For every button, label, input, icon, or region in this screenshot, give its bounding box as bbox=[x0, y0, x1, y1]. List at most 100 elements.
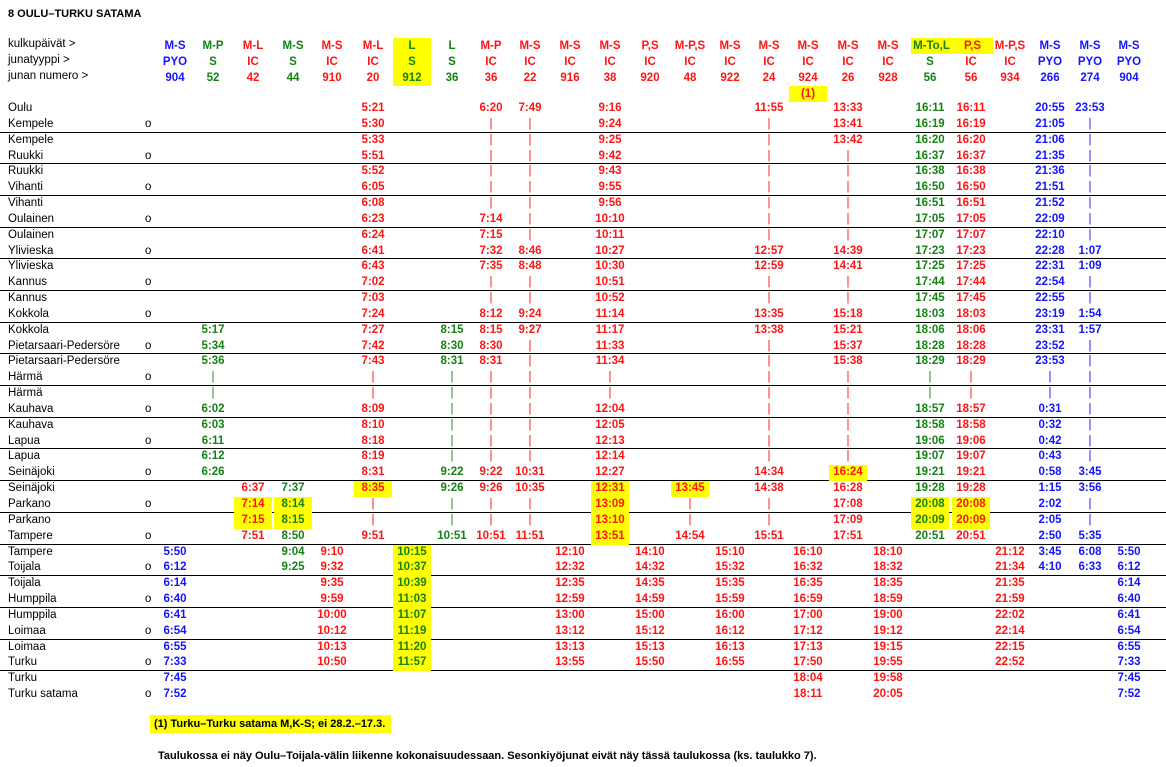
table-row: Kokkola o 7:24 8:12 9:24 11:14 13:35 15:18 18:03… bbox=[0, 307, 1166, 323]
time-cell: 14:54 bbox=[675, 529, 705, 542]
time-cell: 16:19 bbox=[915, 117, 945, 130]
time-cell: 14:34 bbox=[754, 466, 784, 479]
column-type: IC bbox=[247, 56, 259, 68]
days-label: kulkupäivät > bbox=[8, 38, 76, 50]
pass-through-mark: | bbox=[450, 450, 454, 463]
pass-through-mark: | bbox=[1088, 387, 1092, 400]
time-cell: 9:04 bbox=[281, 545, 305, 558]
time-cell: 8:31 bbox=[479, 355, 503, 368]
time-cell: 10:27 bbox=[595, 244, 625, 257]
column-days: M-S bbox=[519, 40, 541, 52]
time-cell: 10:50 bbox=[317, 656, 347, 669]
time-cell: 19:15 bbox=[873, 640, 903, 653]
table-row: Kannus o 7:02 | | 10:51 | | 17:44 17:44 22:54 | bbox=[0, 275, 1166, 292]
column-type: IC bbox=[644, 56, 656, 68]
time-cell: 0:31 bbox=[1038, 402, 1062, 415]
time-cell: 11:55 bbox=[754, 102, 784, 114]
time-cell: 10:35 bbox=[515, 482, 545, 495]
station-name: Turku bbox=[8, 672, 37, 685]
time-cell: 17:12 bbox=[793, 624, 823, 637]
station-name: Loimaa bbox=[8, 640, 46, 653]
time-cell: 20:55 bbox=[1035, 102, 1065, 114]
time-cell: 22:10 bbox=[1035, 228, 1065, 241]
time-cell: 6:37 bbox=[241, 482, 265, 495]
column-number: 52 bbox=[206, 72, 220, 84]
time-cell: 16:51 bbox=[956, 197, 986, 210]
time-cell: 17:25 bbox=[915, 260, 945, 273]
station-name: Humppila bbox=[8, 593, 57, 606]
footnote-marker: (1) bbox=[789, 86, 827, 102]
time-cell: 16:50 bbox=[956, 181, 986, 194]
time-cell: 3:45 bbox=[1078, 466, 1102, 479]
time-cell: 15:37 bbox=[833, 339, 863, 352]
pass-through-mark: | bbox=[767, 165, 771, 178]
time-cell: 3:56 bbox=[1078, 482, 1102, 495]
time-cell: 5:35 bbox=[1078, 529, 1102, 542]
footnote-1: (1) Turku–Turku satama M,K-S; ei 28.2.–1… bbox=[150, 715, 392, 733]
column-number: 912 bbox=[393, 70, 431, 86]
column-number: 904 bbox=[1119, 72, 1139, 84]
column-days: L bbox=[393, 38, 431, 54]
pass-through-mark: | bbox=[767, 450, 771, 463]
time-cell: 21:05 bbox=[1035, 117, 1065, 130]
pass-through-mark: | bbox=[528, 197, 532, 210]
table-row: Oulainen o 6:23 7:14 | 10:10 | | 17:05 17:05 22:09… bbox=[0, 212, 1166, 228]
time-cell: 22:54 bbox=[1035, 276, 1065, 289]
pass-through-mark: | bbox=[846, 418, 850, 431]
number-label: junan numero > bbox=[8, 70, 89, 82]
time-cell: 8:14 bbox=[274, 497, 312, 513]
pass-through-mark: | bbox=[489, 418, 493, 431]
pass-through-mark: | bbox=[767, 276, 771, 289]
column-days: M-To,L bbox=[911, 38, 952, 54]
table-row: Turku satama o 7:52 18:11 20:05 7:52 bbox=[0, 687, 1166, 703]
pass-through-mark: | bbox=[489, 513, 493, 526]
column-type: S bbox=[393, 54, 431, 70]
pass-through-mark: | bbox=[1088, 434, 1092, 447]
time-cell: 7:45 bbox=[1117, 672, 1141, 685]
pass-through-mark: | bbox=[528, 228, 532, 241]
time-cell: 18:58 bbox=[956, 418, 986, 431]
pass-through-mark: | bbox=[528, 149, 532, 162]
table-row: Härmä o | | | | | | | | | | | | bbox=[0, 370, 1166, 387]
station-name: Loimaa bbox=[8, 624, 46, 637]
time-cell: 9:22 bbox=[479, 466, 503, 479]
time-cell: 15:10 bbox=[715, 545, 745, 558]
time-cell: 13:45 bbox=[671, 481, 709, 497]
column-days: M-P,S bbox=[674, 40, 706, 52]
station-name: Tampere bbox=[8, 529, 53, 542]
time-cell: 22:52 bbox=[995, 656, 1025, 669]
time-cell: 8:31 bbox=[361, 466, 385, 479]
pass-through-mark: | bbox=[846, 450, 850, 463]
time-cell: 18:03 bbox=[915, 307, 945, 320]
time-cell: 6:14 bbox=[1117, 577, 1141, 590]
pass-through-mark: | bbox=[767, 513, 771, 526]
time-cell: 18:29 bbox=[915, 355, 945, 368]
time-cell: 14:38 bbox=[754, 482, 784, 495]
pass-through-mark: | bbox=[1088, 513, 1092, 526]
station-name: Tampere bbox=[8, 545, 53, 558]
time-cell: 12:10 bbox=[555, 545, 585, 558]
time-cell: 16:38 bbox=[956, 165, 986, 178]
pass-through-mark: | bbox=[767, 133, 771, 146]
time-cell: 16:38 bbox=[915, 165, 945, 178]
time-cell: 17:07 bbox=[915, 228, 945, 241]
page-title: 8 OULU–TURKU SATAMA bbox=[8, 8, 142, 20]
time-cell: 7:14 bbox=[479, 212, 503, 225]
time-cell: 10:13 bbox=[317, 640, 347, 653]
time-cell: 7:35 bbox=[479, 260, 503, 273]
station-name: Parkano bbox=[8, 513, 51, 526]
pass-through-mark: | bbox=[528, 181, 532, 194]
table-row: Seinäjoki o 6:26 8:31 9:22 9:22 10:31 12:27 14:3… bbox=[0, 465, 1166, 482]
table-row: Lapua 6:12 8:19 | | | 12:14 | | 19:07 19:07 0:43 | bbox=[0, 449, 1166, 465]
time-cell: 20:51 bbox=[915, 529, 945, 542]
time-cell: 13:55 bbox=[555, 656, 585, 669]
time-cell: 23:53 bbox=[1075, 102, 1105, 114]
time-cell: 16:37 bbox=[956, 149, 986, 162]
column-number: 24 bbox=[762, 72, 776, 84]
time-cell: 6:55 bbox=[1117, 640, 1141, 653]
pass-through-mark: | bbox=[1088, 371, 1092, 384]
station-name: Oulu bbox=[8, 102, 33, 114]
time-cell: 17:08 bbox=[833, 498, 863, 510]
pass-through-mark: | bbox=[688, 513, 692, 526]
time-cell: 13:33 bbox=[833, 102, 863, 114]
